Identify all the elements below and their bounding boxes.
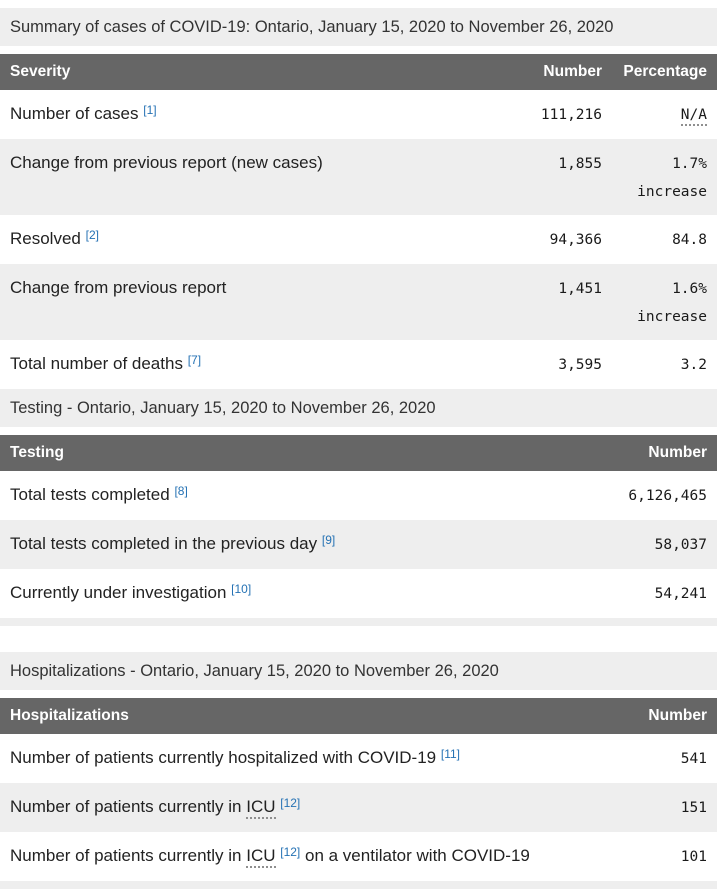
icu-abbr: ICU — [246, 846, 276, 868]
row-label-cell: Total tests completed in the previous da… — [0, 520, 592, 569]
percentage-cell: 3.2 — [680, 357, 707, 373]
table-row-change-previous: Change from previous report 1,451 1.6% i… — [0, 264, 717, 340]
row-label: Total tests completed — [10, 485, 170, 504]
footnote-sup: [10] — [231, 582, 251, 596]
icu-abbr: ICU — [246, 797, 276, 819]
na-abbr: N/A — [680, 107, 707, 126]
testing-table-bottom-strip — [0, 618, 717, 626]
number-cell: 6,126,465 — [628, 488, 707, 504]
summary-col-percentage: Percentage — [612, 54, 717, 90]
percent-note: increase — [637, 309, 707, 325]
table-row-total-tests: Total tests completed [8] 6,126,465 — [0, 471, 717, 520]
table-row-change-new-cases: Change from previous report (new cases) … — [0, 139, 717, 215]
number-cell: 1,855 — [558, 156, 602, 172]
footnote-link-7[interactable]: [7] — [187, 352, 202, 367]
number-cell: 58,037 — [654, 537, 707, 553]
row-label-cell: Currently under investigation [10] — [0, 569, 592, 618]
footnote-link-9[interactable]: [9] — [321, 532, 336, 547]
footnote-link-8[interactable]: [8] — [174, 483, 188, 498]
summary-table-caption: Summary of cases of COVID-19: Ontario, J… — [0, 8, 717, 46]
percent-note: increase — [637, 184, 707, 200]
testing-header-row: Testing Number — [0, 435, 717, 471]
percent-value: 1.7% — [672, 156, 707, 172]
footnote-sup: [7] — [188, 353, 201, 367]
testing-col-testing: Testing — [0, 435, 592, 471]
section-gap — [0, 626, 717, 652]
table-row-hospitalized: Number of patients currently hospitalize… — [0, 734, 717, 783]
testing-table-caption: Testing - Ontario, January 15, 2020 to N… — [0, 389, 717, 427]
row-label-cell: Number of patients currently in ICU [12]… — [0, 832, 592, 881]
row-label: Number of cases — [10, 104, 139, 123]
table-row-total-deaths: Total number of deaths [7] 3,595 3.2 — [0, 340, 717, 389]
footnote-sup: [1] — [143, 103, 156, 117]
footnote-sup: [8] — [174, 484, 187, 498]
testing-col-number: Number — [592, 435, 717, 471]
percentage-cell: 1.6% increase — [612, 264, 717, 340]
summary-col-severity: Severity — [0, 54, 497, 90]
summary-col-number: Number — [497, 54, 612, 90]
percentage-cell: N/A — [612, 90, 717, 139]
number-cell: 541 — [680, 751, 707, 767]
row-label: Total tests completed in the previous da… — [10, 534, 318, 553]
footnote-link-1[interactable]: [1] — [143, 102, 157, 117]
number-cell: 1,451 — [558, 281, 602, 297]
table-row-icu-ventilator: Number of patients currently in ICU [12]… — [0, 832, 717, 881]
row-label: Change from previous report — [10, 278, 227, 297]
footnote-link-10[interactable]: [10] — [231, 581, 252, 596]
row-label: Number of patients currently in — [10, 797, 242, 816]
number-cell: 151 — [680, 800, 707, 816]
row-label: Resolved — [10, 229, 81, 248]
table-row-resolved: Resolved [2] 94,366 84.8 — [0, 215, 717, 264]
percentage-cell: 84.8 — [672, 232, 707, 248]
hospitalizations-table: Hospitalizations Number Number of patien… — [0, 698, 717, 881]
footnote-link-11[interactable]: [11] — [440, 746, 460, 761]
footnote-sup: [11] — [441, 747, 460, 761]
percent-value: 1.6% — [672, 281, 707, 297]
number-cell: 101 — [680, 849, 707, 865]
row-label-cell: Total number of deaths [7] — [0, 340, 497, 389]
footnote-sup: [12] — [280, 796, 300, 810]
footnote-link-2[interactable]: [2] — [85, 227, 99, 242]
table-row-icu: Number of patients currently in ICU [12]… — [0, 783, 717, 832]
hospitalizations-header-row: Hospitalizations Number — [0, 698, 717, 734]
number-cell: 111,216 — [540, 107, 602, 123]
row-label-cell: Change from previous report — [0, 264, 497, 340]
row-label: Number of patients currently hospitalize… — [10, 748, 437, 767]
hospitalizations-table-caption: Hospitalizations - Ontario, January 15, … — [0, 652, 717, 690]
percentage-cell: 1.7% increase — [612, 139, 717, 215]
row-label-cell: Change from previous report (new cases) — [0, 139, 497, 215]
row-label: Total number of deaths — [10, 354, 183, 373]
row-label-post: on a ventilator with COVID-19 — [305, 846, 530, 865]
table-row-number-of-cases: Number of cases [1] 111,216 N/A — [0, 90, 717, 139]
number-cell: 54,241 — [654, 586, 707, 602]
row-label: Currently under investigation — [10, 583, 227, 602]
table-row-tests-previous-day: Total tests completed in the previous da… — [0, 520, 717, 569]
hospitalizations-col-hospitalizations: Hospitalizations — [0, 698, 592, 734]
footnote-sup: [12] — [280, 845, 300, 859]
row-label-cell: Number of cases [1] — [0, 90, 497, 139]
footnote-sup: [2] — [86, 228, 99, 242]
row-label-cell: Number of patients currently hospitalize… — [0, 734, 592, 783]
number-cell: 94,366 — [549, 232, 602, 248]
footnote-link-12[interactable]: [12] — [280, 844, 301, 859]
footnote-link-12[interactable]: [12] — [280, 795, 301, 810]
hospitalizations-table-bottom-strip — [0, 881, 717, 889]
number-cell: 3,595 — [558, 357, 602, 373]
testing-table: Testing Number Total tests completed [8]… — [0, 435, 717, 618]
row-label: Change from previous report (new cases) — [10, 153, 323, 172]
row-label-cell: Number of patients currently in ICU [12] — [0, 783, 592, 832]
footnote-sup: [9] — [322, 533, 335, 547]
table-row-under-investigation: Currently under investigation [10] 54,24… — [0, 569, 717, 618]
row-label: Number of patients currently in — [10, 846, 242, 865]
row-label-cell: Total tests completed [8] — [0, 471, 592, 520]
hospitalizations-col-number: Number — [592, 698, 717, 734]
summary-table: Severity Number Percentage Number of cas… — [0, 54, 717, 389]
summary-header-row: Severity Number Percentage — [0, 54, 717, 90]
row-label-cell: Resolved [2] — [0, 215, 497, 264]
